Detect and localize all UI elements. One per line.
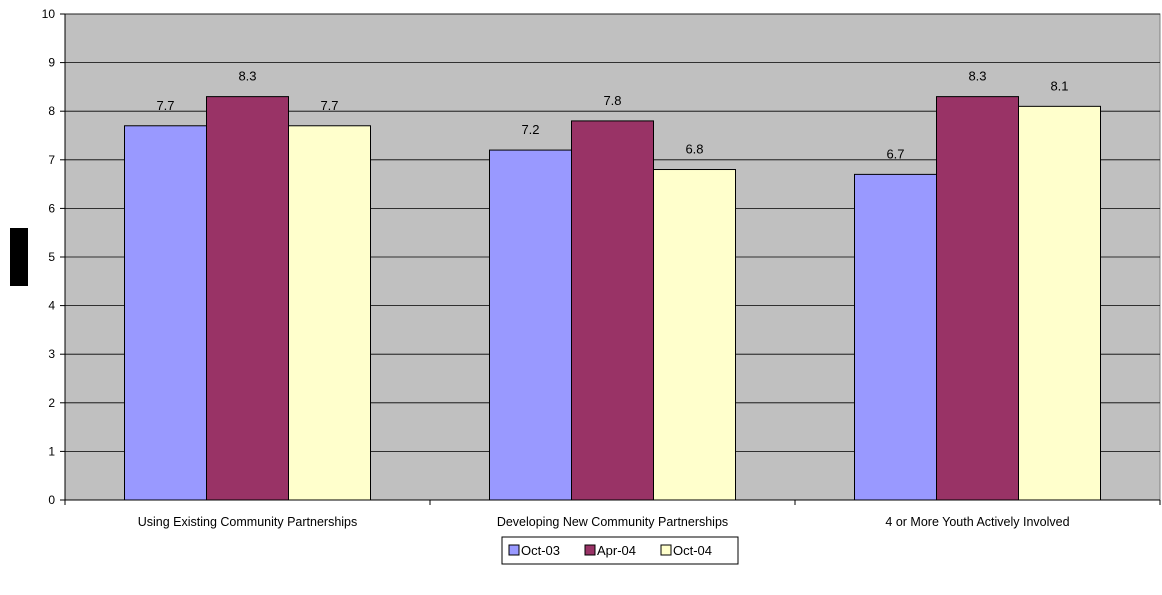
bar-apr-04-0 — [206, 96, 289, 501]
bar-oct-04-1 — [653, 169, 736, 501]
bar-oct-03-1 — [489, 149, 572, 501]
y-axis-ticks: 0 1 2 3 4 5 6 7 8 9 10 — [42, 7, 65, 507]
y-tick-label: 2 — [48, 396, 55, 410]
data-labels: 7.7 8.3 7.7 7.2 7.8 6.8 6.7 8.3 8.1 — [156, 69, 1068, 162]
legend-label: Oct-03 — [521, 543, 560, 558]
y-tick-label: 5 — [48, 250, 55, 264]
data-label: 6.7 — [886, 146, 904, 161]
y-tick-label: 1 — [48, 444, 55, 458]
data-label: 8.1 — [1050, 78, 1068, 93]
y-tick-label: 3 — [48, 347, 55, 361]
data-label: 7.8 — [603, 93, 621, 108]
y-tick-label: 8 — [48, 104, 55, 118]
data-label: 7.2 — [521, 122, 539, 137]
y-tick-label: 10 — [42, 7, 56, 21]
y-tick-label: 6 — [48, 201, 55, 215]
bar-oct-03-0 — [124, 125, 207, 501]
legend-swatch — [508, 544, 520, 556]
ylabel-block — [10, 228, 28, 286]
bar-apr-04-2 — [936, 96, 1019, 501]
category-labels: Using Existing Community Partnerships Dev… — [138, 515, 1070, 529]
legend: Oct-03 Apr-04 Oct-04 — [501, 536, 739, 565]
data-label: 6.8 — [685, 142, 703, 157]
legend-swatch — [660, 544, 672, 556]
bar-oct-04-0 — [288, 125, 371, 501]
category-label: Developing New Community Partnerships — [497, 515, 728, 529]
data-label: 8.3 — [238, 69, 256, 84]
y-tick-label: 7 — [48, 153, 55, 167]
category-label: 4 or More Youth Actively Involved — [885, 515, 1069, 529]
legend-swatch — [584, 544, 596, 556]
bar-oct-04-2 — [1018, 105, 1101, 501]
data-label: 7.7 — [156, 98, 174, 113]
bar-oct-03-2 — [854, 173, 937, 501]
legend-box — [501, 536, 739, 565]
y-tick-label: 9 — [48, 56, 55, 70]
bars — [124, 96, 1101, 501]
y-tick-label: 0 — [48, 493, 55, 507]
legend-label: Apr-04 — [597, 543, 636, 558]
category-label: Using Existing Community Partnerships — [138, 515, 358, 529]
bar-apr-04-1 — [571, 120, 654, 501]
y-tick-label: 4 — [48, 299, 55, 313]
data-label: 7.7 — [320, 98, 338, 113]
data-label: 8.3 — [968, 69, 986, 84]
legend-label: Oct-04 — [673, 543, 712, 558]
